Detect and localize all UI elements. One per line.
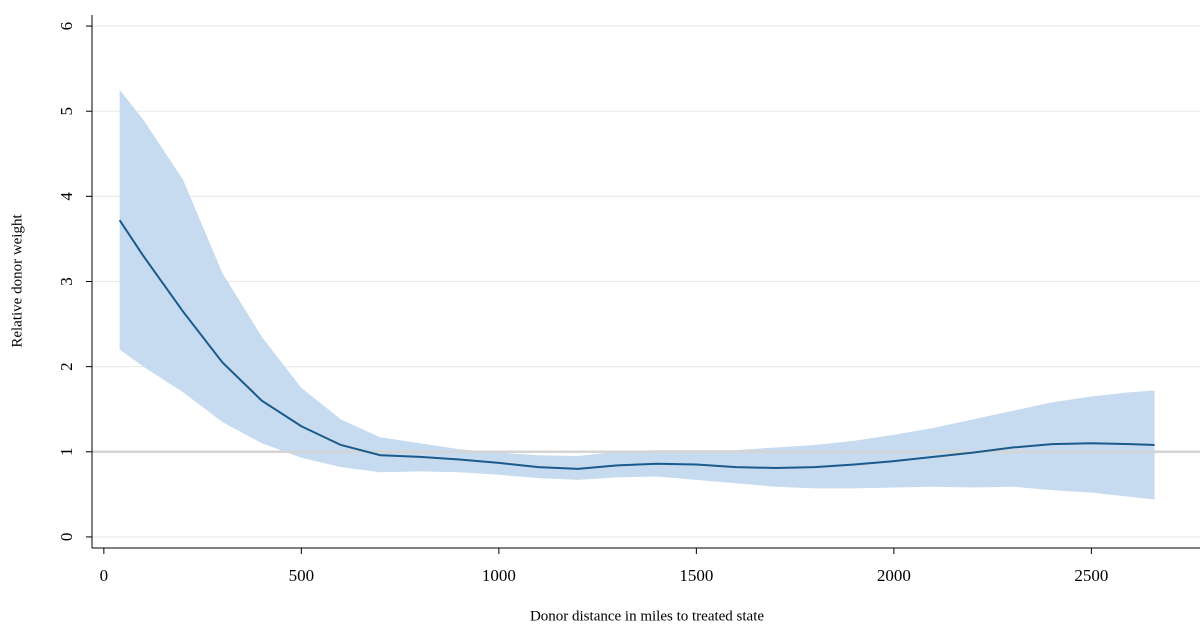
x-tick-label: 2500 xyxy=(1074,566,1108,585)
x-tick-label: 500 xyxy=(289,566,315,585)
x-tick-label: 2000 xyxy=(877,566,911,585)
x-tick-label: 0 xyxy=(100,566,109,585)
line xyxy=(118,219,1155,470)
y-tick-label: 2 xyxy=(57,362,76,371)
x-tick-label: 1500 xyxy=(679,566,713,585)
y-axis-label: Relative donor weight xyxy=(9,214,25,348)
x-axis-label: Donor distance in miles to treated state xyxy=(530,608,764,624)
y-tick-label: 3 xyxy=(57,277,76,286)
y-tick-label: 1 xyxy=(57,448,76,457)
y-tick-label: 0 xyxy=(57,533,76,542)
y-tick-label: 5 xyxy=(57,107,76,116)
y-tick-label: 6 xyxy=(57,22,76,31)
x-tick-label: 1000 xyxy=(482,566,516,585)
y-tick-label: 4 xyxy=(57,192,76,201)
confidence-band xyxy=(119,89,1155,500)
